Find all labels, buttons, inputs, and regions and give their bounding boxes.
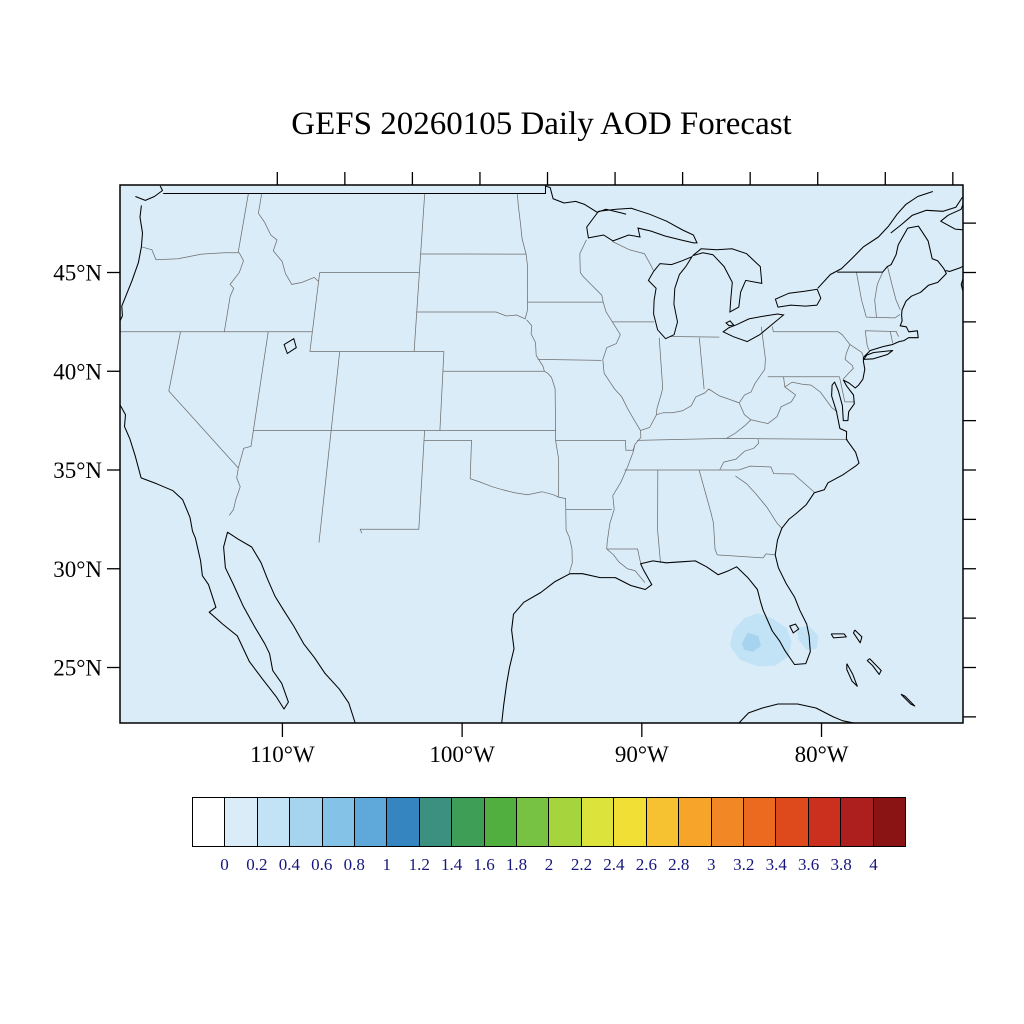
colorbar-segment bbox=[418, 797, 453, 847]
colorbar-label: 0.2 bbox=[246, 855, 268, 874]
state-borders bbox=[120, 193, 901, 583]
lat-tick-label: 40°N bbox=[53, 359, 102, 384]
aod-patch bbox=[741, 632, 761, 652]
colorbar-label: 1.6 bbox=[473, 855, 495, 874]
colorbar-label: 2.4 bbox=[603, 855, 625, 874]
map-frame bbox=[119, 184, 964, 724]
colorbar-segment bbox=[613, 797, 647, 847]
colorbar-label: 0.8 bbox=[343, 855, 365, 874]
colorbar-segment bbox=[321, 797, 356, 847]
colorbar-label: 1.2 bbox=[408, 855, 430, 874]
aod-patch bbox=[796, 626, 819, 650]
lat-tick-label: 25°N bbox=[53, 656, 102, 681]
colorbar-label: 0 bbox=[220, 855, 229, 874]
colorbar-segment bbox=[580, 797, 615, 847]
lat-tick-label: 45°N bbox=[53, 261, 102, 286]
colorbar-segment bbox=[354, 797, 388, 847]
colorbar-label: 2.6 bbox=[635, 855, 658, 874]
map-background bbox=[120, 185, 963, 723]
lat-tick-label: 30°N bbox=[53, 557, 102, 582]
lat-tick-label: 35°N bbox=[53, 458, 102, 483]
map-layers bbox=[120, 185, 963, 723]
colorbar-label: 2 bbox=[544, 855, 554, 874]
colorbar-segment bbox=[678, 797, 712, 847]
colorbar-label: 2.2 bbox=[570, 855, 593, 874]
colorbar-label: 1.4 bbox=[440, 855, 463, 874]
colorbar-segment bbox=[483, 797, 518, 847]
colorbar-segment bbox=[840, 797, 874, 847]
colorbar bbox=[192, 797, 906, 847]
colorbar-segment bbox=[451, 797, 485, 847]
colorbar-label: 3.6 bbox=[797, 855, 820, 874]
colorbar-segment bbox=[192, 797, 226, 847]
colorbar-segment bbox=[645, 797, 680, 847]
colorbar-segment bbox=[224, 797, 258, 847]
colorbar-label: 2.8 bbox=[668, 855, 690, 874]
colorbar-label: 3.2 bbox=[733, 855, 755, 874]
aod-patch bbox=[729, 613, 792, 667]
coastline bbox=[120, 185, 963, 723]
lon-tick-label: 110°W bbox=[250, 742, 315, 767]
colorbar-segment bbox=[872, 797, 906, 847]
colorbar-segment bbox=[386, 797, 420, 847]
colorbar-segment bbox=[742, 797, 777, 847]
colorbar-segment bbox=[710, 797, 744, 847]
colorbar-segment bbox=[548, 797, 582, 847]
colorbar-label: 1.8 bbox=[505, 855, 528, 874]
colorbar-segment bbox=[807, 797, 842, 847]
lon-tick-label: 90°W bbox=[615, 742, 669, 767]
colorbar-segment bbox=[256, 797, 291, 847]
colorbar-label: 3.4 bbox=[765, 855, 787, 874]
lakes bbox=[283, 207, 822, 634]
colorbar-segment bbox=[289, 797, 323, 847]
colorbar-label: 0.6 bbox=[311, 855, 333, 874]
colorbar-label: 1 bbox=[382, 855, 391, 874]
colorbar-label: 3 bbox=[707, 855, 716, 874]
colorbar-labels: 0 0.2 0.4 0.6 0.8 1 1.2 1.4 1.6 1.8 2 2.2 2.4 2.6 2.8 3… bbox=[192, 855, 906, 879]
colorbar-label: 0.4 bbox=[278, 855, 301, 874]
chart-title: GEFS 20260105 Daily AOD Forecast bbox=[291, 106, 792, 142]
lon-tick-label: 100°W bbox=[429, 742, 495, 767]
lon-tick-label: 80°W bbox=[795, 742, 849, 767]
colorbar-segment bbox=[516, 797, 550, 847]
colorbar-segment bbox=[775, 797, 809, 847]
colorbar-label: 4 bbox=[869, 855, 878, 874]
colorbar-label: 3.8 bbox=[830, 855, 852, 874]
